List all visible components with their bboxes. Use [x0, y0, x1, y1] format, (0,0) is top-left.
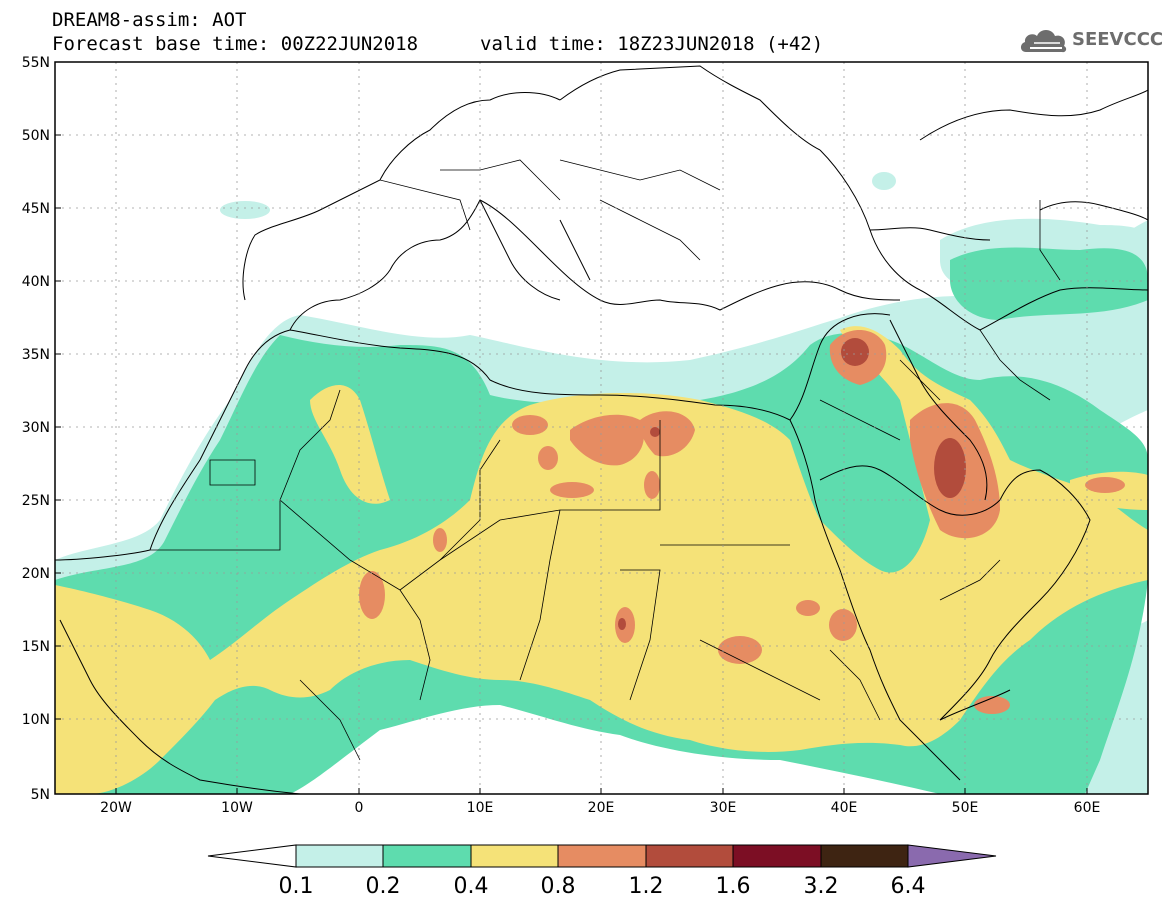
lat-label: 55N [22, 55, 50, 71]
forecast-base-time: Forecast base time: 00Z22JUN2018 [52, 33, 419, 55]
colorbar-label: 0.8 [541, 874, 576, 899]
axis-ticks [55, 61, 1088, 795]
colorbar-segment [732, 844, 822, 868]
colorbar-label: 0.1 [279, 874, 314, 899]
lon-label: 10W [221, 800, 253, 816]
lat-label: 25N [22, 493, 50, 509]
cloud-logo-icon [1020, 30, 1067, 53]
lon-label: 10E [467, 800, 494, 816]
coastlines [55, 65, 1148, 794]
colorbar-segment [470, 844, 559, 868]
colorbar-label: 3.2 [804, 874, 839, 899]
lat-label: 35N [22, 347, 50, 363]
colorbar-segment [295, 844, 384, 868]
aot-field [55, 172, 1148, 794]
colorbar-segment [820, 844, 909, 868]
lat-label: 20N [22, 566, 50, 582]
colorbar-segment [382, 844, 472, 868]
colorbar-min-triangle [207, 844, 297, 868]
colorbar-label: 0.2 [366, 874, 401, 899]
colorbar-label: 1.6 [716, 874, 751, 899]
lon-label: 20W [100, 800, 132, 816]
colorbar-segment [645, 844, 734, 868]
longitude-labels: 20W 10W 0 10E 20E 30E 40E 50E 60E [100, 800, 1100, 816]
lat-label: 10N [22, 712, 50, 728]
map-title: DREAM8-assim: AOT [52, 9, 247, 31]
lat-label: 5N [31, 787, 50, 803]
colorbar-max-triangle [907, 844, 997, 868]
country-borders [150, 159, 1061, 761]
lat-label: 30N [22, 420, 50, 436]
lon-label: 50E [952, 800, 979, 816]
colorbar-label: 6.4 [891, 874, 926, 899]
lon-label: 20E [588, 800, 615, 816]
lon-label: 40E [831, 800, 858, 816]
lon-label: 60E [1074, 800, 1101, 816]
seevccc-logo: SEEVCCC [1018, 22, 1163, 58]
lat-label: 50N [22, 128, 50, 144]
colorbar: 0.1 0.2 0.4 0.8 1.2 1.6 3.2 6.4 [207, 844, 997, 899]
lon-label: 30E [710, 800, 737, 816]
lon-label: 0 [355, 800, 364, 816]
colorbar-label: 1.2 [629, 874, 664, 899]
colorbar-segment [557, 844, 647, 868]
lat-label: 45N [22, 201, 50, 217]
valid-time: valid time: 18Z23JUN2018 (+42) [480, 33, 824, 55]
lat-label: 40N [22, 274, 50, 290]
logo-text: SEEVCCC [1072, 29, 1164, 50]
gridlines [55, 62, 1148, 794]
colorbar-label: 0.4 [454, 874, 489, 899]
latitude-labels: 55N 50N 45N 40N 35N 30N 25N 20N 15N 10N … [22, 55, 50, 803]
lat-label: 15N [22, 639, 50, 655]
